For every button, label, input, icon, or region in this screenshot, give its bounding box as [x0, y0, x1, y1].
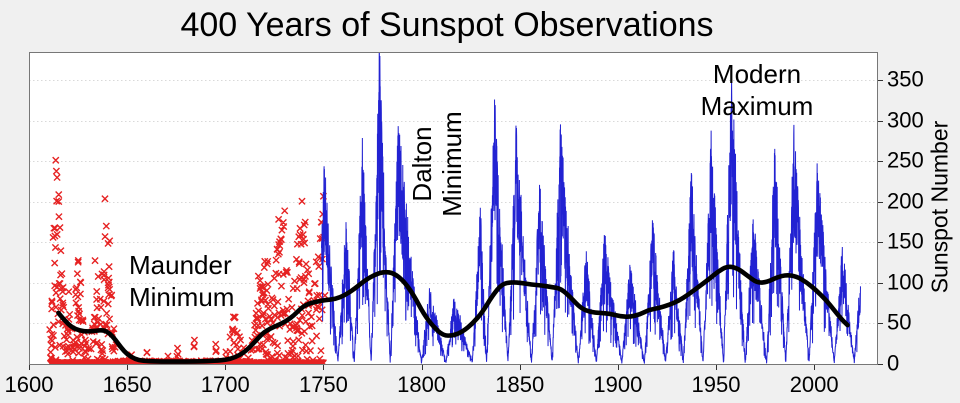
annotation-modern-maximum: Modern Maximum [701, 58, 814, 122]
x-tick-label: 1700 [200, 372, 250, 397]
annotation-dalton-minimum: Dalton Minimum [407, 111, 467, 216]
x-tick-label: 1950 [691, 372, 741, 397]
annotation-maunder-line1: Maunder [129, 250, 232, 280]
y-axis-label: Sunspot Number [926, 120, 953, 294]
annotation-maunder-line2: Minimum [129, 282, 235, 312]
y-tick-label: 150 [887, 228, 924, 254]
annotation-modern-line2: Maximum [700, 91, 814, 121]
y-tick-label: 350 [887, 66, 924, 92]
x-tick-label: 1800 [397, 372, 447, 397]
y-tick-label: 200 [887, 188, 924, 214]
annotation-maunder-minimum: Maunder Minimum [129, 249, 234, 313]
y-tick-label: 300 [887, 107, 924, 133]
y-tick-label: 250 [887, 147, 924, 173]
chart-title: 400 Years of Sunspot Observations [180, 6, 714, 44]
x-tick-label: 2000 [789, 372, 839, 397]
x-tick-label: 1600 [4, 372, 54, 397]
x-tick-label: 1750 [298, 372, 348, 397]
x-tick-label: 1650 [102, 372, 152, 397]
y-tick-label: 0 [887, 350, 900, 376]
annotation-modern-line1: Modern [712, 59, 802, 89]
annotation-dalton-line2: Minimum [437, 111, 467, 217]
annotation-dalton-line1: Dalton [407, 126, 437, 202]
x-tick-label: 1900 [593, 372, 643, 397]
y-tick-label: 100 [887, 269, 924, 295]
y-tick-label: 50 [887, 309, 912, 335]
x-tick-label: 1850 [495, 372, 545, 397]
